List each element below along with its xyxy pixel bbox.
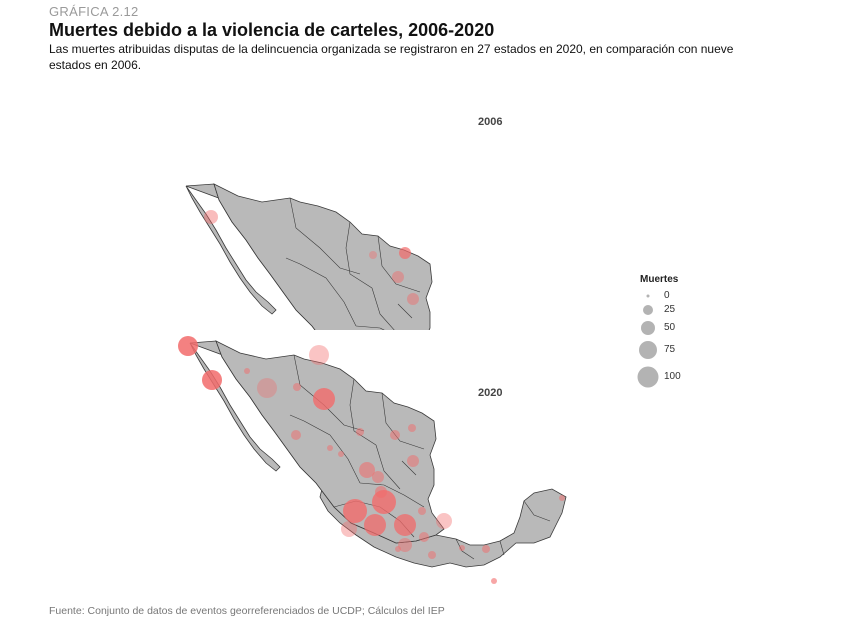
bubble — [341, 521, 357, 537]
bubble — [398, 538, 412, 552]
legend-label-25: 25 — [664, 304, 676, 315]
figure-subtitle: Las muertes atribuidas disputas de la de… — [49, 42, 734, 72]
bubble — [436, 513, 452, 529]
legend-symbol-50 — [641, 321, 655, 335]
map-2020 — [178, 336, 567, 584]
bubble — [309, 345, 329, 365]
bubble — [343, 499, 367, 523]
bubble — [392, 271, 404, 283]
legend-symbol-75 — [639, 341, 657, 359]
bubble — [313, 388, 335, 410]
legend-label-100: 100 — [664, 371, 681, 382]
bubbles-2020 — [178, 336, 565, 584]
bubble — [356, 428, 364, 436]
map-label-2006: 2006 — [478, 116, 503, 128]
bubble — [293, 383, 301, 391]
bubble — [419, 532, 429, 542]
bubble — [359, 462, 375, 478]
bubble — [394, 514, 416, 536]
source-note: Fuente: Conjunto de datos de eventos geo… — [49, 605, 445, 617]
bubble — [399, 247, 411, 259]
bubble — [491, 578, 497, 584]
legend-title: Muertes — [640, 274, 679, 285]
bubble — [407, 293, 419, 305]
legend-symbol-100 — [637, 366, 659, 388]
bubble — [428, 551, 436, 559]
figure-number: GRÁFICA 2.12 — [49, 4, 139, 19]
legend-symbol-25 — [643, 305, 653, 315]
bubbles-2006 — [204, 210, 419, 305]
legend-label-75: 75 — [664, 344, 676, 355]
legend: Muertes 0 25 50 75 100 — [630, 272, 750, 392]
northern-mexico-2006 — [213, 183, 433, 330]
bubble — [369, 251, 377, 259]
legend-label-50: 50 — [664, 322, 676, 333]
bubble — [257, 378, 277, 398]
map-panel-2020: 2020 — [0, 335, 846, 597]
legend-symbol-0 — [646, 294, 650, 298]
bubble — [202, 370, 222, 390]
baja-california-2006 — [185, 185, 277, 315]
bubble — [372, 490, 396, 514]
bubble — [291, 430, 301, 440]
bubble — [244, 368, 250, 374]
bubble — [204, 210, 218, 224]
bubble — [390, 430, 400, 440]
legend-symbols — [637, 294, 659, 388]
legend-label-0: 0 — [664, 290, 670, 301]
bubble — [407, 455, 419, 467]
bubble — [459, 545, 465, 551]
bubble — [482, 545, 490, 553]
map-panel-2006: 2006 — [0, 88, 846, 330]
bubble — [418, 507, 426, 515]
state-borders-2006 — [285, 197, 421, 330]
bubble — [327, 445, 333, 451]
bubble — [559, 495, 565, 501]
bubble — [338, 451, 344, 457]
map-label-2020: 2020 — [478, 387, 503, 399]
bubble — [395, 546, 401, 552]
figure-title: Muertes debido a la violencia de cartele… — [49, 20, 495, 40]
bubble — [178, 336, 198, 356]
bubble — [408, 424, 416, 432]
bubble — [372, 471, 384, 483]
bubble — [364, 514, 386, 536]
map-2006 — [185, 183, 433, 330]
